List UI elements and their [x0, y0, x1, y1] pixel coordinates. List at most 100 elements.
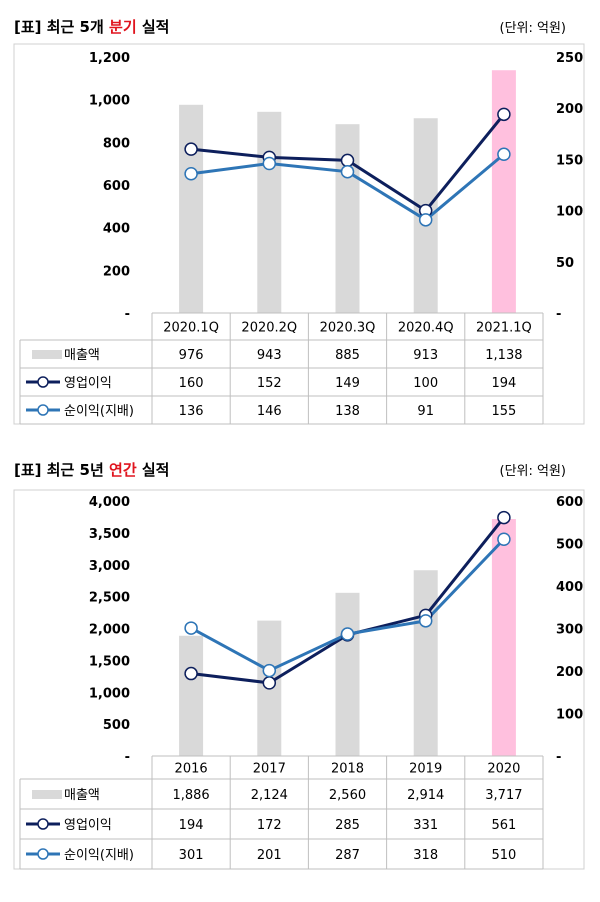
legend-label: 순이익(지배)	[64, 404, 134, 419]
net-income-point	[262, 663, 277, 678]
operating-profit-point	[497, 107, 511, 122]
category-label: 2020.4Q	[398, 321, 454, 336]
data-label: 152	[257, 376, 282, 391]
data-label: 138	[335, 404, 360, 419]
unit-label: (단위: 억원)	[499, 464, 567, 479]
bar-2020	[491, 519, 516, 756]
net-income-point	[184, 621, 198, 635]
operating-profit-point	[184, 142, 198, 156]
title-suffix: 실적	[136, 18, 170, 36]
data-label: 136	[179, 404, 204, 419]
category-label: 2019	[409, 762, 442, 777]
data-label: 3,717	[485, 788, 522, 803]
category-label: 2020.3Q	[320, 321, 376, 336]
category-label: 2016	[175, 762, 208, 777]
data-label: 1,138	[485, 348, 522, 363]
data-label: 943	[257, 348, 282, 363]
legend-label: 영업이익	[64, 376, 112, 391]
data-label: 160	[179, 376, 204, 391]
bar-2018	[335, 592, 360, 756]
y-tick-label: 2,000	[89, 623, 130, 638]
y2-tick-label: 300	[556, 623, 583, 638]
category-label: 2021.1Q	[476, 321, 532, 336]
data-label: 149	[335, 376, 360, 391]
data-label: 287	[335, 848, 360, 863]
chart-title: [표] 최근 5개 분기 실적	[14, 16, 169, 37]
legend-swatch-marker	[37, 404, 49, 416]
title-highlight: 분기	[109, 18, 137, 36]
operating-profit-point	[340, 153, 355, 168]
y-tick-label: 1,000	[89, 686, 130, 701]
y2-tick-label: 200	[556, 665, 583, 680]
y2-tick-label: 150	[556, 153, 583, 168]
data-label: 885	[335, 348, 360, 363]
y-tick-label: 3,500	[89, 527, 130, 542]
bar-2021.1Q	[491, 70, 516, 313]
quarterly-chart: - 200 400 600 800 1,000 1,200 - 50 100 150 200 250 20…	[13, 43, 585, 425]
operating-profit-point	[184, 666, 198, 681]
bar-2020.1Q	[179, 104, 204, 313]
legend-swatch-bar	[32, 350, 62, 359]
data-label: 301	[179, 848, 204, 863]
y-tick-label: 200	[103, 264, 130, 279]
data-label: 561	[491, 818, 516, 833]
y-tick-label: 1,000	[89, 94, 130, 109]
bar-2020.3Q	[335, 124, 360, 313]
data-label: 201	[257, 848, 282, 863]
legend-label: 영업이익	[64, 818, 112, 833]
bar-2020.2Q	[257, 111, 282, 314]
y2-tick-label: -	[556, 307, 561, 322]
y-tick-label: 600	[103, 179, 130, 194]
y2-tick-label: 250	[556, 51, 583, 66]
y2-tick-label: 100	[556, 708, 583, 723]
net-income-point	[184, 166, 198, 181]
y2-tick-label: 200	[556, 102, 583, 117]
bar-2019	[413, 570, 438, 756]
legend-swatch-bar	[32, 790, 62, 799]
legend-label: 매출액	[64, 348, 100, 363]
net-income-point	[340, 164, 355, 179]
category-label: 2020	[487, 762, 520, 777]
operating-profit-point	[497, 510, 511, 525]
y2-tick-label: 400	[556, 580, 583, 595]
y2-tick-label: -	[556, 750, 561, 765]
data-label: 285	[335, 818, 360, 833]
data-label: 155	[491, 404, 516, 419]
y-tick-label: 1,200	[89, 51, 130, 66]
y-tick-label: 1,500	[89, 654, 130, 669]
category-label: 2018	[331, 762, 364, 777]
category-label: 2020.2Q	[241, 321, 297, 336]
data-label: 2,914	[407, 788, 444, 803]
annual-chart: - 500 1,000 1,500 2,000 2,500 3,000 3,500 4,000 -…	[13, 489, 585, 870]
data-label: 2,124	[251, 788, 288, 803]
category-label: 2020.1Q	[163, 321, 219, 336]
net-income-point	[340, 627, 355, 641]
y2-tick-label: 500	[556, 538, 583, 553]
legend-label: 순이익(지배)	[64, 848, 134, 863]
data-label: 146	[257, 404, 282, 419]
legend-swatch-marker	[37, 818, 49, 830]
y-tick-label: 400	[103, 222, 130, 237]
chart-title: [표] 최근 5년 연간 실적	[14, 459, 169, 480]
data-label: 2,560	[329, 788, 366, 803]
y2-tick-label: 100	[556, 205, 583, 220]
title-prefix: [표] 최근 5개	[14, 18, 110, 36]
data-label: 100	[413, 376, 438, 391]
data-label: 510	[491, 848, 516, 863]
y-tick-label: -	[125, 307, 130, 322]
data-label: 1,886	[172, 788, 209, 803]
data-label: 194	[491, 376, 516, 391]
y-tick-label: 500	[103, 718, 130, 733]
net-income-point	[497, 532, 511, 546]
data-label: 318	[413, 848, 438, 863]
operating-profit-point	[262, 676, 277, 690]
data-label: 194	[179, 818, 204, 833]
y2-tick-label: 50	[556, 256, 574, 271]
y-tick-label: -	[125, 750, 130, 765]
net-income-point	[418, 213, 433, 227]
y-tick-label: 2,500	[89, 591, 130, 606]
net-income-point	[418, 614, 433, 628]
y-tick-label: 4,000	[89, 495, 130, 510]
unit-label: (단위: 억원)	[499, 21, 567, 36]
net-income-point	[262, 156, 277, 171]
